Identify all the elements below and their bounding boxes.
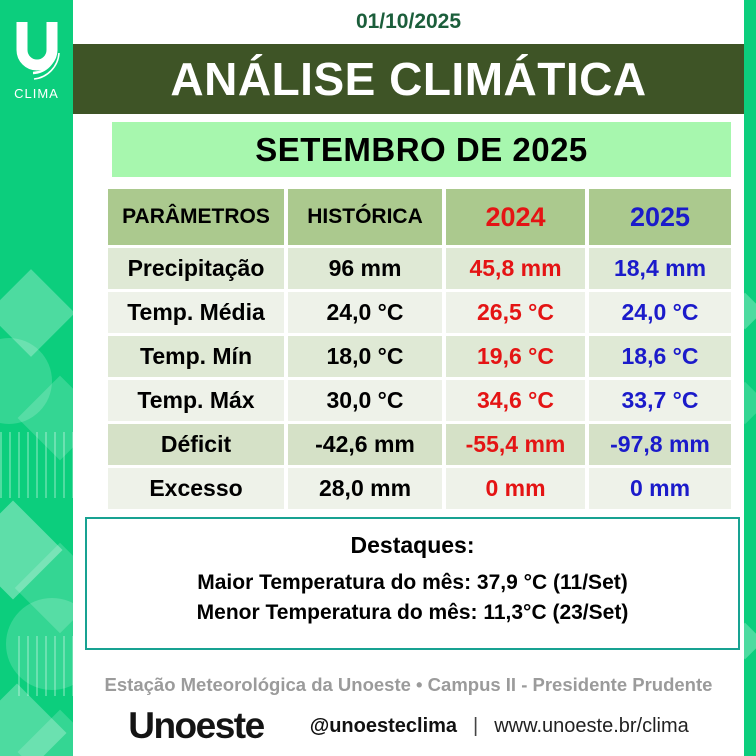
- deco-diamond: [744, 292, 756, 330]
- row-param: Temp. Máx: [108, 380, 284, 421]
- unoeste-wordmark-logo: Unoeste: [128, 705, 265, 746]
- row-historica: -42,6 mm: [288, 424, 442, 465]
- website-url: www.unoeste.br/clima: [494, 714, 689, 737]
- row-2024: 26,5 °C: [446, 292, 585, 333]
- row-param: Déficit: [108, 424, 284, 465]
- row-param: Excesso: [108, 468, 284, 509]
- row-historica: 18,0 °C: [288, 336, 442, 377]
- report-date: 01/10/2025: [73, 0, 744, 44]
- row-historica: 24,0 °C: [288, 292, 442, 333]
- social-handle: @unoesteclima: [309, 714, 458, 737]
- row-param: Precipitação: [108, 248, 284, 289]
- unoeste-clima-logo: CLIMA: [0, 20, 73, 101]
- row-2024: 45,8 mm: [446, 248, 585, 289]
- highlights-title: Destaques:: [350, 532, 475, 558]
- row-2025: 18,4 mm: [589, 248, 731, 289]
- col-header-historica: HISTÓRICA: [288, 189, 442, 245]
- row-param: Temp. Mín: [108, 336, 284, 377]
- deco-circle: [6, 598, 73, 690]
- deco-stripes: [18, 636, 73, 696]
- row-historica: 96 mm: [288, 248, 442, 289]
- row-2024: 19,6 °C: [446, 336, 585, 377]
- left-brand-sidebar: CLIMA: [0, 0, 73, 756]
- row-param: Temp. Média: [108, 292, 284, 333]
- deco-stripes: [0, 432, 73, 498]
- station-caption: Estação Meteorológica da Unoeste • Campu…: [104, 674, 713, 695]
- u-logo-icon: [16, 22, 60, 80]
- col-header-parametros: PARÂMETROS: [108, 189, 284, 245]
- row-2025: 18,6 °C: [589, 336, 731, 377]
- right-brand-strip: [744, 0, 756, 756]
- highlight-max-temp: Maior Temperatura do mês: 37,9 °C (11/Se…: [197, 571, 628, 594]
- row-2024: 34,6 °C: [446, 380, 585, 421]
- logo-clima-label: CLIMA: [14, 86, 59, 101]
- row-2025: 24,0 °C: [589, 292, 731, 333]
- col-header-2024: 2024: [446, 189, 585, 245]
- contact-group: @unoesteclima | www.unoeste.br/clima: [310, 715, 689, 738]
- row-historica: 30,0 °C: [288, 380, 442, 421]
- footer-brand-row: Unoeste @unoesteclima | www.unoeste.br/c…: [73, 703, 744, 749]
- row-2025: -97,8 mm: [589, 424, 731, 465]
- climate-table: PARÂMETROS HISTÓRICA 2024 2025 Precipita…: [108, 189, 731, 509]
- page-title: ANÁLISE CLIMÁTICA: [73, 44, 744, 114]
- month-banner: SETEMBRO DE 2025: [112, 122, 731, 177]
- row-2024: -55,4 mm: [446, 424, 585, 465]
- col-header-2025: 2025: [589, 189, 731, 245]
- highlights-box: Destaques: Maior Temperatura do mês: 37,…: [85, 517, 740, 650]
- row-historica: 28,0 mm: [288, 468, 442, 509]
- row-2025: 0 mm: [589, 468, 731, 509]
- row-2024: 0 mm: [446, 468, 585, 509]
- deco-diamond: [744, 622, 756, 660]
- highlight-min-temp: Menor Temperatura do mês: 11,3°C (23/Set…: [196, 601, 629, 624]
- deco-diamond: [744, 381, 756, 425]
- row-2025: 33,7 °C: [589, 380, 731, 421]
- separator-pipe: |: [473, 714, 479, 737]
